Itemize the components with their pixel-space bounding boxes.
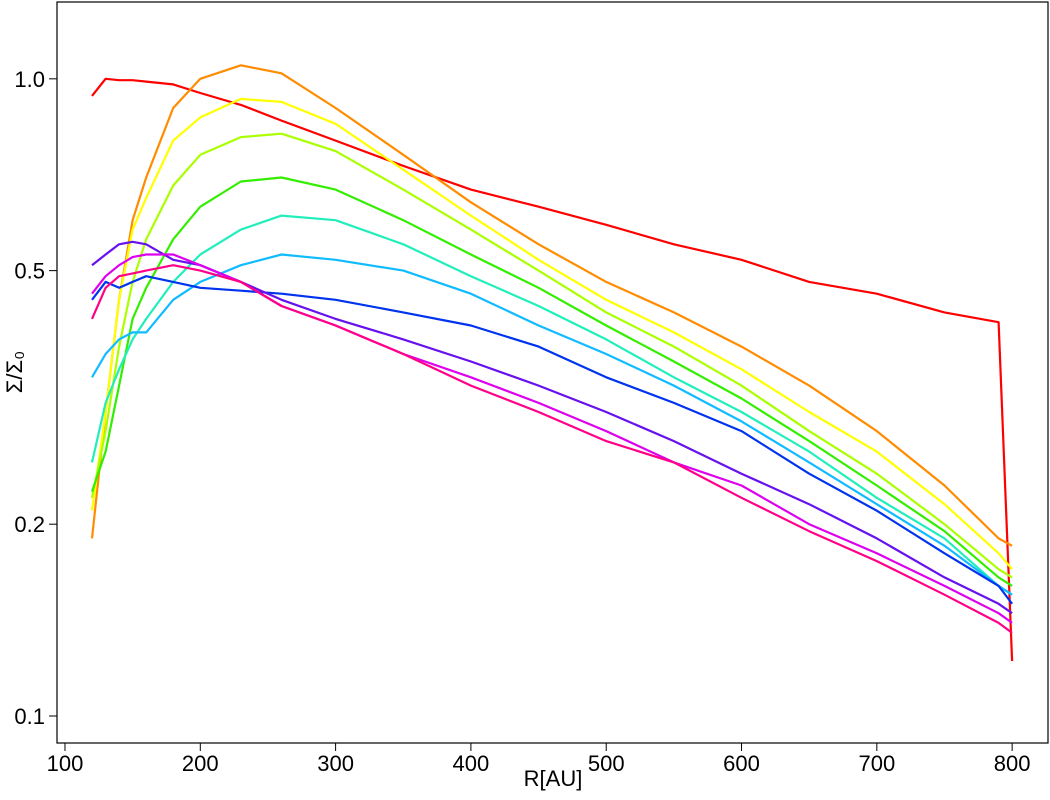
y-tick-label: 0.1	[14, 704, 45, 729]
series-line	[91, 240, 1013, 615]
series-line	[90, 64, 1013, 547]
series-line	[90, 176, 1013, 587]
x-tick-label: 300	[317, 751, 354, 776]
plot-frame	[56, 1, 1049, 744]
x-tick-label: 700	[858, 751, 895, 776]
series-line	[91, 253, 1013, 596]
x-tick-label: 600	[723, 751, 760, 776]
y-axis-label: Σ/Σ₀	[2, 351, 27, 393]
x-axis-label: R[AU]	[524, 766, 583, 791]
x-tick-label: 200	[182, 751, 219, 776]
x-tick-label: 500	[588, 751, 625, 776]
y-tick-label: 1.0	[14, 67, 45, 92]
x-tick-label: 400	[453, 751, 490, 776]
y-tick-label: 0.5	[14, 259, 45, 284]
series-line	[90, 97, 1013, 570]
series-line	[90, 132, 1013, 579]
series-line	[90, 264, 1013, 634]
series-line	[91, 275, 1013, 605]
series-line	[91, 253, 1013, 624]
series-line	[91, 77, 1014, 662]
x-tick-label: 100	[47, 751, 84, 776]
y-tick-label: 0.2	[14, 512, 45, 537]
x-tick-label: 800	[994, 751, 1031, 776]
